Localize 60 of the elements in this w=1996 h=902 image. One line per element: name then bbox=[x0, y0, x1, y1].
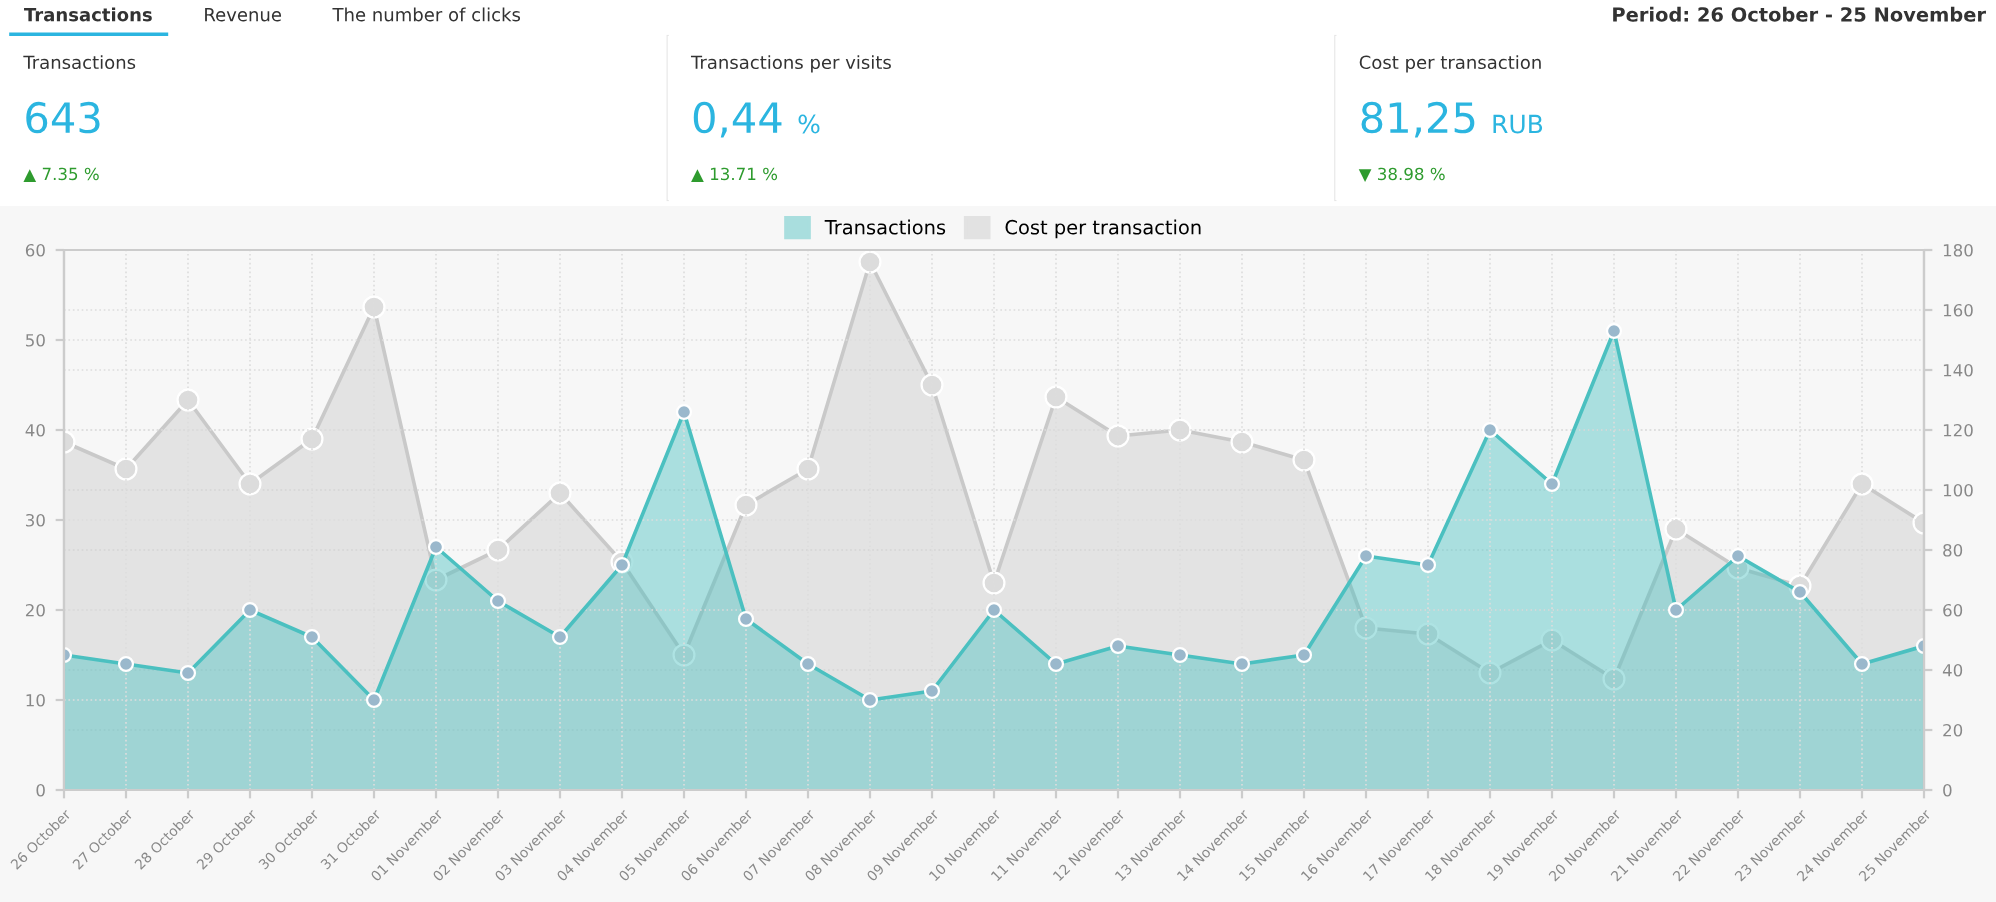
point bbox=[1168, 418, 1192, 442]
y-tick-label: 20 bbox=[25, 603, 45, 617]
y-tick-label: 0 bbox=[36, 783, 45, 797]
point bbox=[796, 457, 820, 481]
point bbox=[1850, 472, 1874, 496]
y2-tick-label: 40 bbox=[1942, 663, 1963, 677]
y-tick-label: 60 bbox=[25, 243, 45, 257]
legend-label: Transactions bbox=[824, 219, 946, 235]
point bbox=[858, 250, 882, 274]
legend-label: Cost per transaction bbox=[1005, 219, 1201, 239]
text: The number of clicks bbox=[332, 7, 521, 22]
text: Transactions per visits bbox=[690, 55, 891, 73]
text: Transactions bbox=[23, 55, 136, 70]
point bbox=[982, 571, 1006, 595]
point bbox=[238, 472, 262, 496]
text: ▼ 38.98 % bbox=[1358, 167, 1445, 183]
y-tick-label: 30 bbox=[26, 513, 45, 527]
point bbox=[486, 538, 510, 562]
text: ▲ 7.35 % bbox=[23, 167, 99, 183]
text: RUB bbox=[1493, 114, 1543, 134]
point bbox=[1416, 622, 1440, 646]
point bbox=[1292, 448, 1316, 472]
y-tick-label: 40 bbox=[25, 423, 45, 437]
text: Transactions bbox=[24, 7, 152, 22]
point bbox=[1478, 661, 1502, 685]
y2-tick-label: 80 bbox=[1943, 543, 1963, 557]
point bbox=[424, 568, 448, 592]
point bbox=[1044, 385, 1068, 409]
text: 0,44 bbox=[693, 101, 782, 138]
text: 643 bbox=[26, 101, 100, 134]
point bbox=[1664, 517, 1688, 541]
y2-tick-label: 0 bbox=[1943, 783, 1952, 797]
y2-tick-label: 160 bbox=[1943, 303, 1973, 317]
point bbox=[1230, 430, 1254, 454]
text: % bbox=[798, 114, 820, 134]
point bbox=[300, 427, 324, 451]
y2-tick-label: 60 bbox=[1943, 603, 1963, 617]
text: Period: 26 October - 25 November bbox=[1613, 6, 1986, 22]
y-tick-label: 50 bbox=[26, 333, 45, 347]
point bbox=[1354, 616, 1378, 640]
point bbox=[672, 643, 696, 667]
text: Cost per transaction bbox=[1359, 55, 1541, 73]
point bbox=[920, 373, 944, 397]
y2-tick-label: 140 bbox=[1943, 363, 1973, 377]
point bbox=[1540, 628, 1564, 652]
point bbox=[548, 481, 572, 505]
point bbox=[734, 493, 758, 517]
y-tick-label: 10 bbox=[26, 693, 45, 707]
point bbox=[1106, 424, 1130, 448]
point bbox=[176, 388, 200, 412]
y2-tick-label: 100 bbox=[1943, 483, 1973, 497]
text: ▲ 13.71 % bbox=[691, 167, 778, 183]
y2-tick-label: 120 bbox=[1943, 423, 1973, 437]
point bbox=[1602, 667, 1626, 691]
text: Revenue bbox=[205, 8, 282, 22]
y2-tick-label: 20 bbox=[1943, 723, 1963, 737]
y2-tick-label: 180 bbox=[1943, 243, 1973, 257]
text: 81,25 bbox=[1361, 101, 1475, 138]
point bbox=[114, 457, 138, 481]
point bbox=[362, 295, 386, 319]
